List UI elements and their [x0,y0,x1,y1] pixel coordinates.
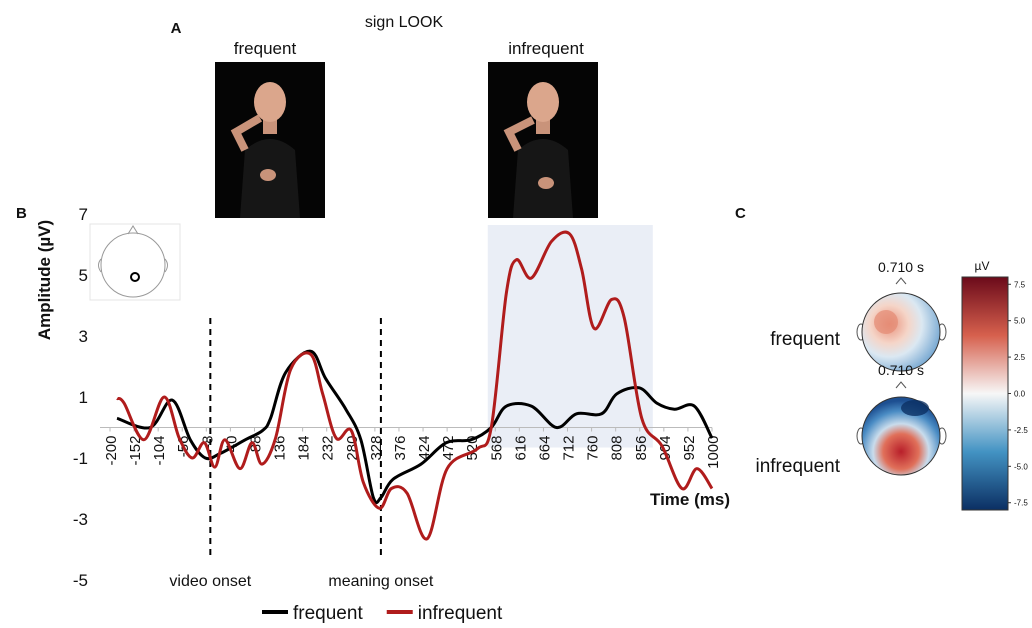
legend-label: frequent [293,603,363,624]
electrode-head [89,223,181,301]
topomap [856,381,947,476]
x-tick-label: 568 [488,436,505,461]
panel-letter: B [16,205,27,222]
colorbar-tick-label: 2.5 [1014,353,1026,362]
x-tick-label: 472 [440,436,457,461]
x-tick-label: 232 [320,436,337,461]
colorbar-tick-label: 7.5 [1014,280,1026,289]
x-tick-label: 376 [392,436,409,461]
x-tick-label: 712 [561,436,578,461]
y-tick-label: 1 [79,388,88,407]
y-tick-label: -1 [73,449,88,468]
image-caption: infrequent [508,39,584,58]
y-tick-label: -5 [73,571,88,590]
topomap-time: 0.710 s [878,259,924,275]
x-tick-label: 664 [536,436,553,461]
x-tick-label: 616 [512,436,529,461]
y-tick-label: -3 [73,510,88,529]
x-tick-label: 808 [609,436,626,461]
photo [488,62,598,218]
x-tick-label: 1000 [705,436,722,469]
colorbar-tick-label: -7.5 [1014,499,1028,508]
y-tick-label: 3 [79,327,88,346]
x-tick-label: 328 [368,436,385,461]
chart: B Amplitude (µV) Time (ms) -5 -3 -1 1 3 5 7 -20… [16,205,730,590]
event-label: video onset [169,573,251,590]
y-tick-label: 5 [79,266,88,285]
colorbar-tick-label: 5.0 [1014,317,1026,326]
panel-letter: A [171,20,182,37]
event-label: meaning onset [328,573,434,590]
colorbar-tick-label: -2.5 [1014,426,1028,435]
topomap-label: frequent [770,329,840,350]
x-tick-label: 952 [681,436,698,461]
x-axis-title: Time (ms) [650,490,730,509]
x-tick-label: -8 [199,436,216,449]
topomap [856,277,947,372]
y-tick-label: 7 [79,205,88,224]
photo [215,62,325,218]
legend: frequent infrequent [262,603,503,624]
topomap-time: 0.710 s [878,362,924,378]
legend-label: infrequent [418,603,503,624]
colorbar-title: µV [975,259,990,273]
topomap-panel: C 0.710 s frequent 0.710 s infrequent µV… [735,205,1028,511]
series-line [116,230,714,541]
x-tick-label: 856 [633,436,650,461]
colorbar [961,276,1009,511]
topomap-label: infrequent [755,456,840,477]
x-tick-label: 184 [296,436,313,461]
series-line [116,349,714,505]
y-axis-title: Amplitude (µV) [35,220,54,340]
x-tick-label: 424 [416,436,433,461]
x-tick-label: 904 [657,436,674,461]
x-tick-label: -152 [127,436,144,466]
x-tick-label: 760 [585,436,602,461]
panel-title: sign LOOK [365,14,444,31]
colorbar-tick-label: -5.0 [1014,462,1028,471]
x-tick-label: -200 [103,436,120,466]
panel-letter: C [735,205,746,222]
x-tick-label: 88 [247,436,264,453]
colorbar-tick-label: 0.0 [1014,390,1026,399]
x-tick-label: -104 [151,436,168,466]
image-caption: frequent [234,39,297,58]
